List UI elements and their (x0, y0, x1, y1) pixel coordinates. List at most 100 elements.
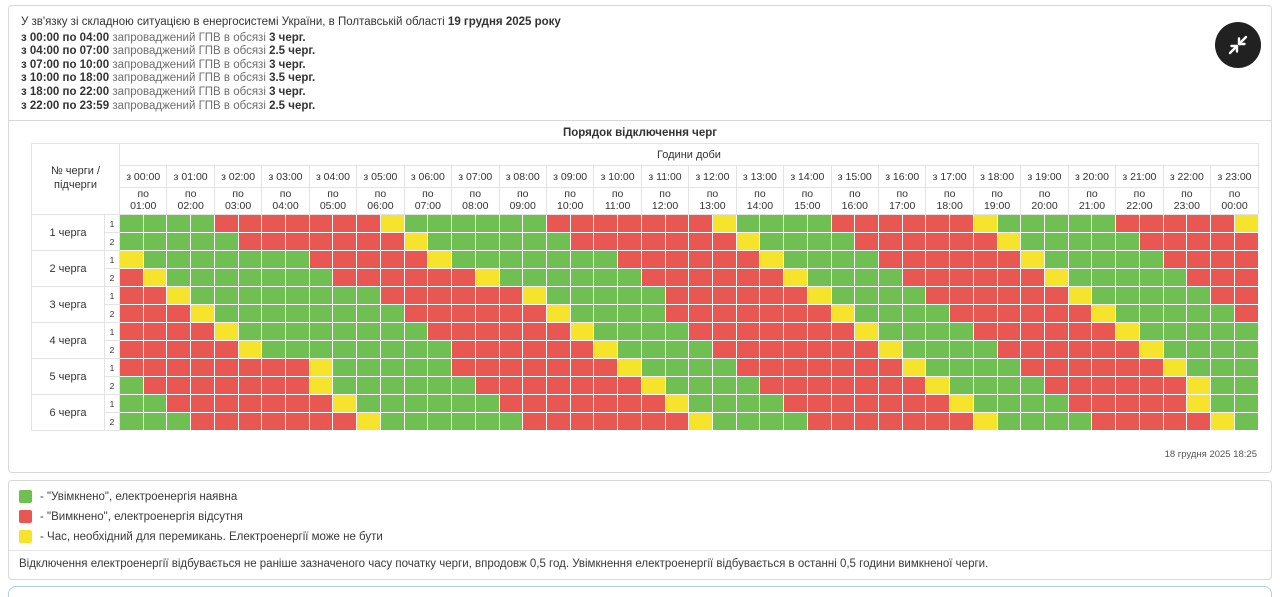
schedule-cell (711, 232, 737, 252)
schedule-cell (1138, 214, 1164, 234)
schedule-cell (901, 322, 927, 342)
schedule-cell (854, 340, 879, 360)
schedule-cell (901, 268, 927, 288)
schedule-cell (640, 232, 666, 252)
schedule-cell (711, 340, 737, 360)
schedule-cell (688, 412, 713, 432)
schedule-cell (569, 412, 595, 432)
collapse-button[interactable] (1215, 22, 1261, 68)
schedule-cell (1091, 394, 1117, 414)
schedule-cell (545, 376, 571, 396)
schedule-cell (119, 394, 144, 414)
legend-swatch-switching-icon (19, 530, 32, 544)
schedule-cell (1210, 394, 1235, 414)
collapse-arrows-icon (1228, 35, 1248, 55)
gpv-line: з 22:00 по 23:59 запроваджений ГПВ в обс… (21, 100, 1207, 114)
schedule-cell (806, 322, 832, 342)
schedule-cell (735, 394, 761, 414)
schedule-cell (640, 304, 666, 324)
gpv-lines: з 00:00 по 04:00 запроваджений ГПВ в обс… (21, 32, 1207, 113)
subqueue-number: 2 (104, 232, 120, 252)
hour-to-header: по 00:00 (1210, 187, 1259, 216)
schedule-cell (213, 268, 239, 288)
schedule-cell (878, 376, 903, 396)
schedule-cell (878, 286, 903, 306)
schedule-panel: У зв'язку зі складною ситуацією в енерго… (8, 5, 1272, 474)
schedule-cell (1186, 232, 1212, 252)
schedule-cell (711, 376, 737, 396)
schedule-row: 2 (32, 232, 1260, 252)
schedule-row: 6 черга 1 (31, 394, 1260, 432)
schedule-cell (1233, 214, 1260, 234)
schedule-cell (427, 394, 453, 414)
schedule-cell (166, 286, 192, 306)
schedule-cell (569, 304, 595, 324)
schedule-cell (617, 376, 642, 396)
schedule-cell (1162, 232, 1188, 252)
schedule-cell (403, 376, 429, 396)
schedule-cell (1020, 304, 1046, 324)
schedule-cell (119, 322, 144, 342)
schedule-cell (593, 376, 619, 396)
schedule-cell (1115, 232, 1140, 252)
schedule-cell (213, 322, 239, 342)
schedule-cell (427, 358, 453, 378)
hour-to-header: по 09:00 (498, 187, 547, 216)
schedule-cell (119, 268, 144, 288)
schedule-cell (901, 358, 927, 378)
schedule-cell (640, 340, 666, 360)
schedule-cell (759, 340, 785, 360)
schedule-cell (593, 250, 619, 270)
schedule-cell (1210, 358, 1235, 378)
schedule-cell (142, 412, 168, 432)
hour-from-header: з 08:00 (498, 165, 547, 189)
schedule-cell (1115, 214, 1140, 234)
schedule-cell (332, 232, 358, 252)
hour-to-header: по 21:00 (1067, 187, 1117, 216)
schedule-cell (949, 412, 974, 432)
schedule-cell (759, 250, 785, 270)
schedule-cell (569, 394, 595, 414)
schedule-cell (1186, 250, 1212, 270)
schedule-cell (356, 286, 381, 306)
schedule-cell (451, 358, 476, 378)
schedule-cell (261, 232, 287, 252)
hours-of-day-header: Години доби (119, 143, 1259, 167)
schedule-cell (427, 376, 453, 396)
hour-to-header: по 18:00 (925, 187, 974, 216)
schedule-cell (119, 286, 144, 306)
schedule-cell (854, 268, 879, 288)
schedule-cell (901, 376, 927, 396)
schedule-cell (925, 358, 951, 378)
schedule-cell (949, 214, 974, 234)
schedule-cell (593, 268, 619, 288)
schedule-cell (711, 268, 737, 288)
schedule-cell (735, 268, 761, 288)
schedule-cell (1115, 250, 1140, 270)
schedule-cell (1091, 250, 1117, 270)
schedule-cell (261, 340, 287, 360)
gpv-line: з 18:00 по 22:00 запроваджений ГПВ в обс… (21, 86, 1207, 100)
schedule-cell (1210, 304, 1235, 324)
gpv-text: запроваджений ГПВ в обсязі (112, 58, 266, 71)
schedule-cell (783, 268, 808, 288)
legend-item: - "Вимкнено", електроенергія відсутня (19, 510, 1271, 524)
schedule-cell (688, 250, 713, 270)
schedule-row: 4 черга 1 (31, 322, 1260, 360)
schedule-cell (972, 268, 998, 288)
schedule-cell (783, 394, 808, 414)
schedule-cell (593, 340, 619, 360)
schedule-cell (427, 304, 453, 324)
schedule-cell (1233, 286, 1260, 306)
schedule-cell (949, 232, 974, 252)
schedule-cell (237, 394, 263, 414)
schedule-cell (711, 358, 737, 378)
gpv-range: з 07:00 по 10:00 (21, 58, 110, 71)
schedule-cell (664, 394, 690, 414)
schedule-cell (1020, 250, 1046, 270)
schedule-cell (451, 376, 476, 396)
schedule-cell (213, 340, 239, 360)
schedule-cell (1020, 376, 1046, 396)
schedule-cell (901, 286, 927, 306)
schedule-cell (688, 358, 713, 378)
